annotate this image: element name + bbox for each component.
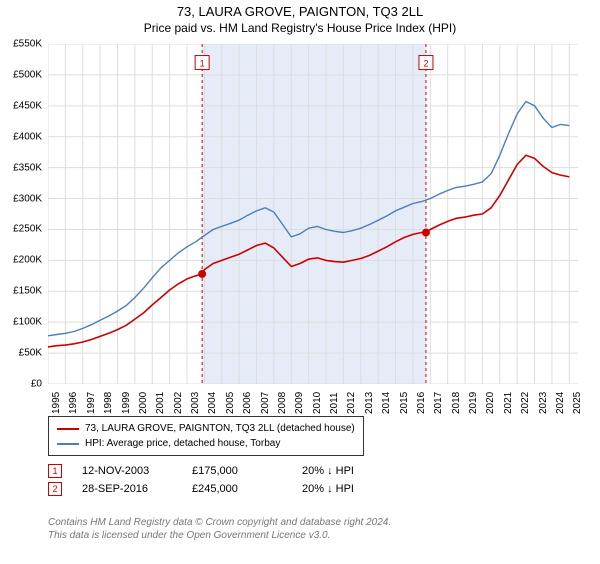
x-tick-label: 2023: [538, 392, 549, 414]
event-badge: 1: [48, 464, 62, 478]
event-delta: 20% ↓ HPI: [302, 465, 392, 477]
x-tick-label: 2008: [277, 392, 288, 414]
legend-swatch: [57, 428, 79, 430]
x-tick-label: 2000: [138, 392, 149, 414]
legend-swatch: [57, 443, 79, 445]
x-tick-label: 1998: [103, 392, 114, 414]
y-tick-label: £0: [0, 379, 42, 390]
legend-box: 73, LAURA GROVE, PAIGNTON, TQ3 2LL (deta…: [48, 416, 364, 456]
plot-area: 12: [48, 44, 578, 384]
x-tick-label: 2020: [485, 392, 496, 414]
footer-line1: Contains HM Land Registry data © Crown c…: [48, 516, 391, 529]
x-tick-label: 2019: [468, 392, 479, 414]
chart-container: 73, LAURA GROVE, PAIGNTON, TQ3 2LL Price…: [0, 4, 600, 564]
legend-label: HPI: Average price, detached house, Torb…: [85, 436, 280, 451]
x-tick-label: 2024: [555, 392, 566, 414]
y-tick-label: £550K: [0, 39, 42, 50]
x-tick-label: 2014: [381, 392, 392, 414]
x-tick-label: 2007: [260, 392, 271, 414]
y-tick-label: £150K: [0, 286, 42, 297]
x-tick-label: 2018: [451, 392, 462, 414]
x-tick-label: 2022: [520, 392, 531, 414]
event-row: 2 28-SEP-2016 £245,000 20% ↓ HPI: [48, 482, 392, 496]
x-tick-label: 1995: [51, 392, 62, 414]
x-tick-label: 2001: [155, 392, 166, 414]
x-tick-label: 2017: [433, 392, 444, 414]
x-tick-label: 2002: [173, 392, 184, 414]
y-tick-label: £50K: [0, 348, 42, 359]
y-tick-label: £500K: [0, 69, 42, 80]
x-tick-label: 2003: [190, 392, 201, 414]
event-date: 28-SEP-2016: [82, 483, 172, 495]
y-tick-label: £250K: [0, 224, 42, 235]
svg-text:1: 1: [200, 59, 205, 69]
event-price: £245,000: [192, 483, 282, 495]
event-price: £175,000: [192, 465, 282, 477]
legend-item: 73, LAURA GROVE, PAIGNTON, TQ3 2LL (deta…: [57, 421, 355, 436]
x-tick-label: 1999: [121, 392, 132, 414]
x-tick-label: 1996: [68, 392, 79, 414]
chart-title: 73, LAURA GROVE, PAIGNTON, TQ3 2LL: [0, 4, 600, 19]
event-date: 12-NOV-2003: [82, 465, 172, 477]
x-tick-label: 2011: [329, 392, 340, 414]
x-tick-label: 2006: [242, 392, 253, 414]
x-tick-label: 2005: [225, 392, 236, 414]
events-table: 1 12-NOV-2003 £175,000 20% ↓ HPI 2 28-SEP-201…: [48, 464, 392, 500]
legend-item: HPI: Average price, detached house, Torb…: [57, 436, 355, 451]
x-tick-label: 2010: [312, 392, 323, 414]
event-delta: 20% ↓ HPI: [302, 483, 392, 495]
event-badge: 2: [48, 482, 62, 496]
x-tick-label: 2016: [416, 392, 427, 414]
x-tick-label: 2025: [572, 392, 583, 414]
x-tick-label: 2009: [294, 392, 305, 414]
footer-attribution: Contains HM Land Registry data © Crown c…: [48, 516, 391, 542]
x-tick-label: 2015: [399, 392, 410, 414]
x-tick-label: 2012: [346, 392, 357, 414]
legend-label: 73, LAURA GROVE, PAIGNTON, TQ3 2LL (deta…: [85, 421, 355, 436]
plot-svg: 12: [48, 44, 578, 384]
y-tick-label: £350K: [0, 162, 42, 173]
y-tick-label: £450K: [0, 100, 42, 111]
x-tick-label: 2013: [364, 392, 375, 414]
event-row: 1 12-NOV-2003 £175,000 20% ↓ HPI: [48, 464, 392, 478]
y-tick-label: £300K: [0, 193, 42, 204]
x-tick-label: 2021: [503, 392, 514, 414]
chart-subtitle: Price paid vs. HM Land Registry's House …: [0, 21, 600, 35]
y-tick-label: £400K: [0, 131, 42, 142]
footer-line2: This data is licensed under the Open Gov…: [48, 529, 391, 542]
y-tick-label: £200K: [0, 255, 42, 266]
svg-text:2: 2: [423, 59, 428, 69]
y-tick-label: £100K: [0, 317, 42, 328]
x-tick-label: 2004: [207, 392, 218, 414]
x-tick-label: 1997: [86, 392, 97, 414]
